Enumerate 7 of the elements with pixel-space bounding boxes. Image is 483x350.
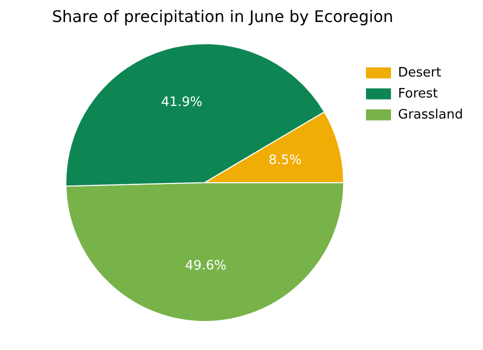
- chart-title: Share of precipitation in June by Ecoregion: [52, 6, 394, 26]
- data-label: 8.5%: [268, 152, 302, 168]
- legend-label: Grassland: [398, 107, 463, 122]
- data-label: 49.6%: [185, 258, 226, 274]
- legend-label: Desert: [398, 65, 442, 80]
- legend-label: Forest: [398, 86, 438, 102]
- data-label: 41.9%: [161, 94, 202, 110]
